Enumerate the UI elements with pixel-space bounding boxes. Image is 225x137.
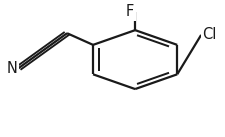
Text: F: F [125,4,133,19]
Text: Cl: Cl [201,27,216,42]
Text: N: N [7,61,18,76]
Text: F: F [125,4,133,19]
Text: N: N [7,61,18,76]
Text: Cl: Cl [201,27,216,42]
